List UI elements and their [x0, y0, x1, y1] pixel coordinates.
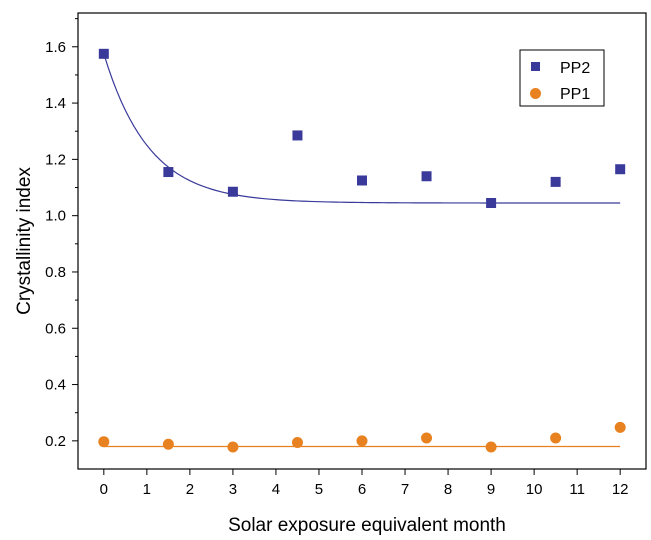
x-tick-label: 1	[143, 481, 151, 498]
data-point-pp2	[615, 164, 626, 175]
data-point-pp2	[163, 167, 174, 178]
data-point-pp1	[291, 437, 303, 449]
y-tick-label: 0.4	[45, 377, 66, 394]
x-tick-label: 11	[569, 481, 585, 498]
fit-curve-pp2	[103, 53, 621, 204]
data-point-pp2	[227, 186, 238, 197]
data-point-pp1	[614, 421, 626, 433]
y-axis-title: Crystallinity index	[14, 167, 35, 315]
fit-curves	[103, 53, 621, 448]
x-tick-label: 3	[229, 481, 237, 498]
legend-marker-pp2	[531, 62, 540, 71]
x-tick-label: 10	[526, 481, 543, 498]
data-point-pp2	[357, 175, 367, 186]
data-point-pp2	[292, 130, 303, 141]
x-tick-label: 5	[315, 481, 323, 498]
data-point-pp1	[98, 436, 110, 448]
axis-ticks: 0 1 2 3 4 5 6 7 8 9 10 11 120.20.40.60.81.01.21.41.6	[45, 18, 629, 498]
y-tick-label: 0.6	[45, 320, 66, 337]
x-tick-label: 2	[186, 481, 194, 498]
legend: PP2 PP1	[519, 49, 605, 107]
x-tick-label: 12	[612, 481, 629, 498]
x-tick-label: 0	[100, 481, 108, 498]
y-tick-label: 1.6	[45, 39, 66, 56]
data-point-pp2	[421, 171, 432, 182]
data-point-pp2	[486, 198, 497, 208]
data-point-pp1	[356, 435, 368, 447]
data-points	[98, 48, 626, 453]
x-tick-label: 6	[358, 481, 366, 498]
x-tick-label: 9	[487, 481, 495, 498]
data-point-pp2	[550, 176, 561, 187]
legend-label-pp1: PP1	[560, 86, 590, 103]
data-point-pp1	[550, 432, 562, 444]
x-tick-label: 4	[272, 481, 280, 498]
data-point-pp1	[421, 432, 433, 444]
y-tick-label: 1.0	[45, 208, 66, 225]
x-tick-label: 7	[401, 481, 409, 498]
y-tick-label: 0.2	[45, 433, 66, 450]
data-point-pp1	[162, 438, 174, 450]
x-tick-label: 8	[444, 481, 452, 498]
y-tick-label: 0.8	[45, 264, 66, 281]
legend-label-pp2: PP2	[560, 60, 590, 77]
data-point-pp2	[98, 48, 109, 59]
y-tick-label: 1.2	[45, 151, 66, 168]
data-point-pp1	[227, 441, 239, 453]
legend-marker-pp1	[530, 88, 541, 99]
x-axis-title: Solar exposure equivalent month	[228, 515, 506, 536]
data-point-pp1	[485, 441, 497, 453]
y-tick-label: 1.4	[45, 95, 66, 112]
